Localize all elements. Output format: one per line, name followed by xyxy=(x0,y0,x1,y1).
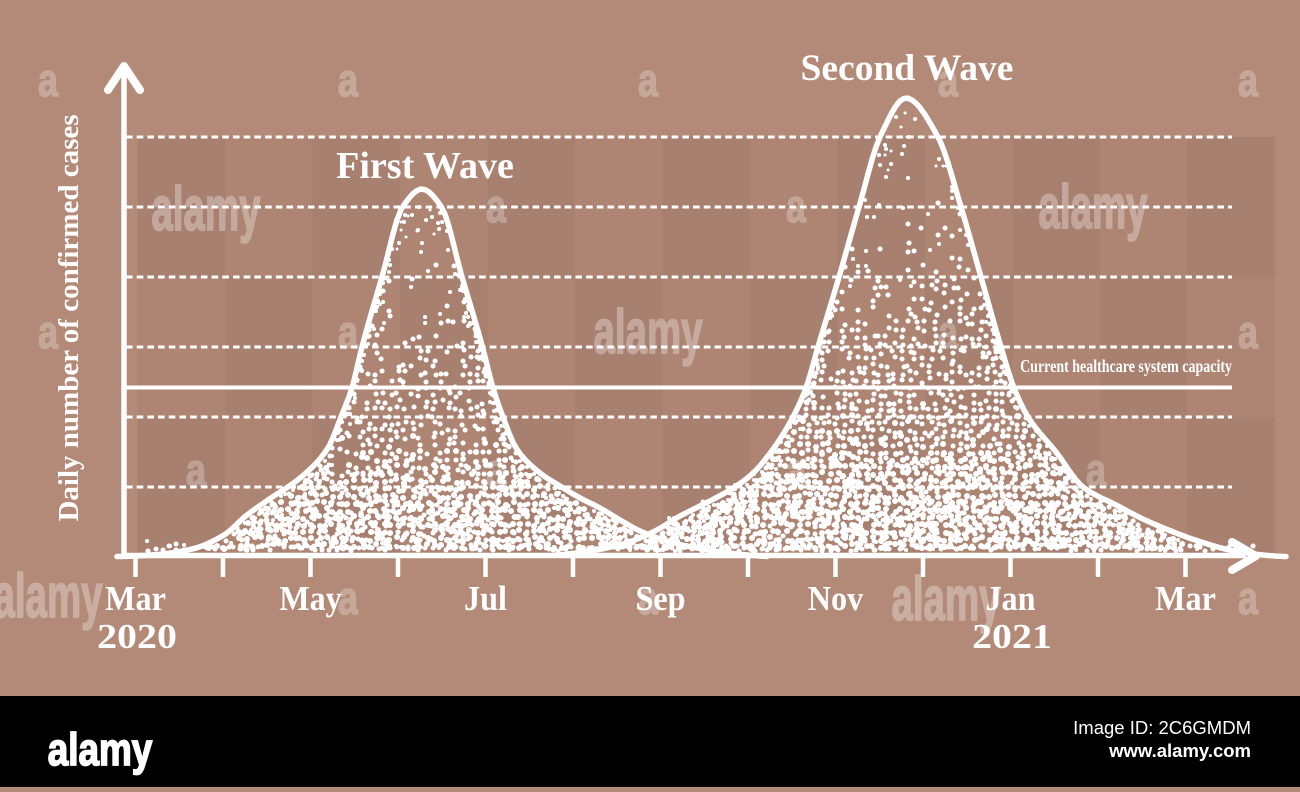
svg-text:a: a xyxy=(38,307,59,358)
svg-text:a: a xyxy=(786,445,807,496)
svg-text:May: May xyxy=(279,580,342,619)
svg-text:alamy: alamy xyxy=(892,564,1001,634)
svg-text:a: a xyxy=(1238,55,1259,106)
svg-text:alamy: alamy xyxy=(594,297,703,367)
svg-text:alamy: alamy xyxy=(0,561,103,631)
svg-text:a: a xyxy=(1238,573,1259,624)
svg-text:First Wave: First Wave xyxy=(336,145,514,187)
svg-text:Mar: Mar xyxy=(1155,580,1216,619)
svg-text:Current healthcare system capa: Current healthcare system capacity xyxy=(1020,358,1232,377)
svg-text:a: a xyxy=(938,307,959,358)
svg-text:a: a xyxy=(186,445,207,496)
svg-text:Mar: Mar xyxy=(105,580,166,619)
svg-text:Daily number of confirmed case: Daily number of confirmed cases xyxy=(53,114,85,521)
svg-text:a: a xyxy=(338,573,359,624)
svg-text:a: a xyxy=(938,55,959,106)
svg-text:alamy: alamy xyxy=(1039,172,1148,242)
svg-text:a: a xyxy=(338,307,359,358)
svg-text:alamy: alamy xyxy=(48,725,153,775)
svg-text:a: a xyxy=(1086,445,1107,496)
svg-text:2021: 2021 xyxy=(972,618,1052,656)
svg-text:a: a xyxy=(486,445,507,496)
svg-text:a: a xyxy=(338,55,359,106)
svg-text:a: a xyxy=(1238,307,1259,358)
svg-text:Image ID: 2C6GMDM: Image ID: 2C6GMDM xyxy=(1073,717,1251,738)
svg-text:Sep: Sep xyxy=(635,580,685,619)
svg-text:Nov: Nov xyxy=(808,580,864,619)
svg-text:www.alamy.com: www.alamy.com xyxy=(1108,740,1251,761)
svg-text:a: a xyxy=(486,181,507,232)
svg-text:a: a xyxy=(786,181,807,232)
svg-text:Jan: Jan xyxy=(985,580,1035,619)
svg-text:a: a xyxy=(638,573,659,624)
svg-text:a: a xyxy=(38,55,59,106)
svg-text:a: a xyxy=(638,55,659,106)
svg-text:Jul: Jul xyxy=(464,580,507,619)
svg-text:Second Wave: Second Wave xyxy=(801,48,1014,89)
svg-text:2020: 2020 xyxy=(97,618,177,656)
svg-text:alamy: alamy xyxy=(152,174,261,244)
